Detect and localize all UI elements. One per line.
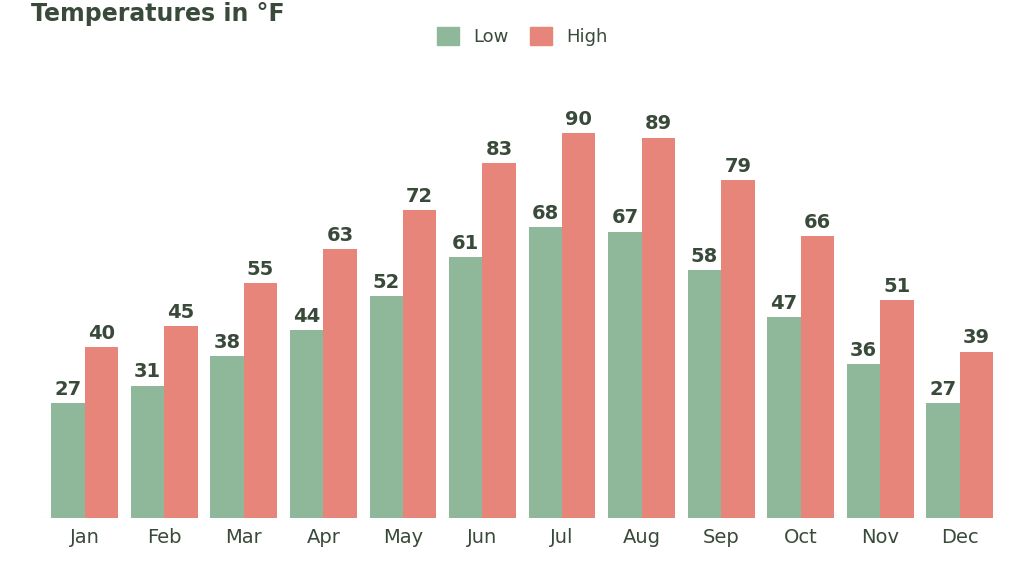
Text: 89: 89 <box>645 114 672 133</box>
Text: 83: 83 <box>485 140 513 159</box>
Bar <box>847 365 881 518</box>
Bar <box>642 138 675 518</box>
Text: 47: 47 <box>770 294 798 313</box>
Bar <box>562 133 595 518</box>
Bar <box>959 351 993 518</box>
Bar <box>927 403 959 518</box>
Text: 58: 58 <box>691 247 718 266</box>
Bar <box>688 270 721 518</box>
Text: 51: 51 <box>884 277 910 296</box>
Bar <box>244 283 278 518</box>
Bar <box>801 236 835 518</box>
Text: 63: 63 <box>327 226 353 245</box>
Text: 55: 55 <box>247 260 274 279</box>
Text: 27: 27 <box>930 380 956 399</box>
Text: 52: 52 <box>373 272 399 291</box>
Bar <box>290 330 324 518</box>
Text: 45: 45 <box>167 302 195 321</box>
Legend: Low, High: Low, High <box>430 20 614 54</box>
Bar <box>528 228 562 518</box>
Bar <box>324 249 356 518</box>
Bar <box>881 300 913 518</box>
Bar <box>210 356 244 518</box>
Bar <box>402 210 436 518</box>
Text: 67: 67 <box>611 209 638 228</box>
Bar <box>131 386 164 518</box>
Bar <box>721 180 755 518</box>
Text: 44: 44 <box>293 307 321 326</box>
Bar <box>85 347 118 518</box>
Text: Average Monthly
Temperatures in °F: Average Monthly Temperatures in °F <box>32 0 285 26</box>
Bar <box>450 257 482 518</box>
Text: 31: 31 <box>134 362 161 381</box>
Text: 61: 61 <box>453 234 479 253</box>
Text: 40: 40 <box>88 324 115 343</box>
Text: 90: 90 <box>565 110 592 129</box>
Bar <box>164 326 198 518</box>
Text: 72: 72 <box>407 187 433 206</box>
Text: 79: 79 <box>724 157 752 176</box>
Text: 68: 68 <box>531 204 559 223</box>
Text: 36: 36 <box>850 341 878 360</box>
Text: 66: 66 <box>804 213 831 232</box>
Bar <box>767 317 801 518</box>
Bar <box>608 232 642 518</box>
Text: 27: 27 <box>54 380 82 399</box>
Bar <box>482 163 516 518</box>
Bar <box>370 296 402 518</box>
Text: 38: 38 <box>214 332 241 351</box>
Bar <box>51 403 85 518</box>
Text: 39: 39 <box>963 328 990 347</box>
